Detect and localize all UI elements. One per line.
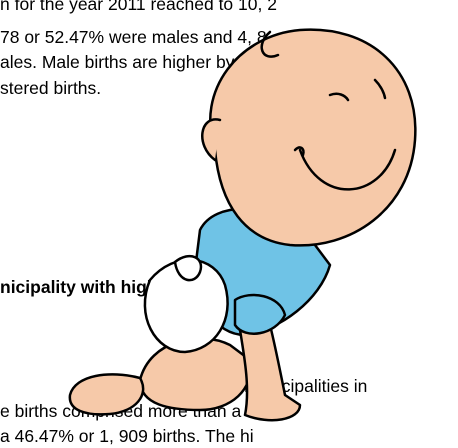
page: {"paragraph_1": {"lines": ["n for the ye…: [0, 0, 458, 448]
baby-illustration: [0, 0, 458, 448]
